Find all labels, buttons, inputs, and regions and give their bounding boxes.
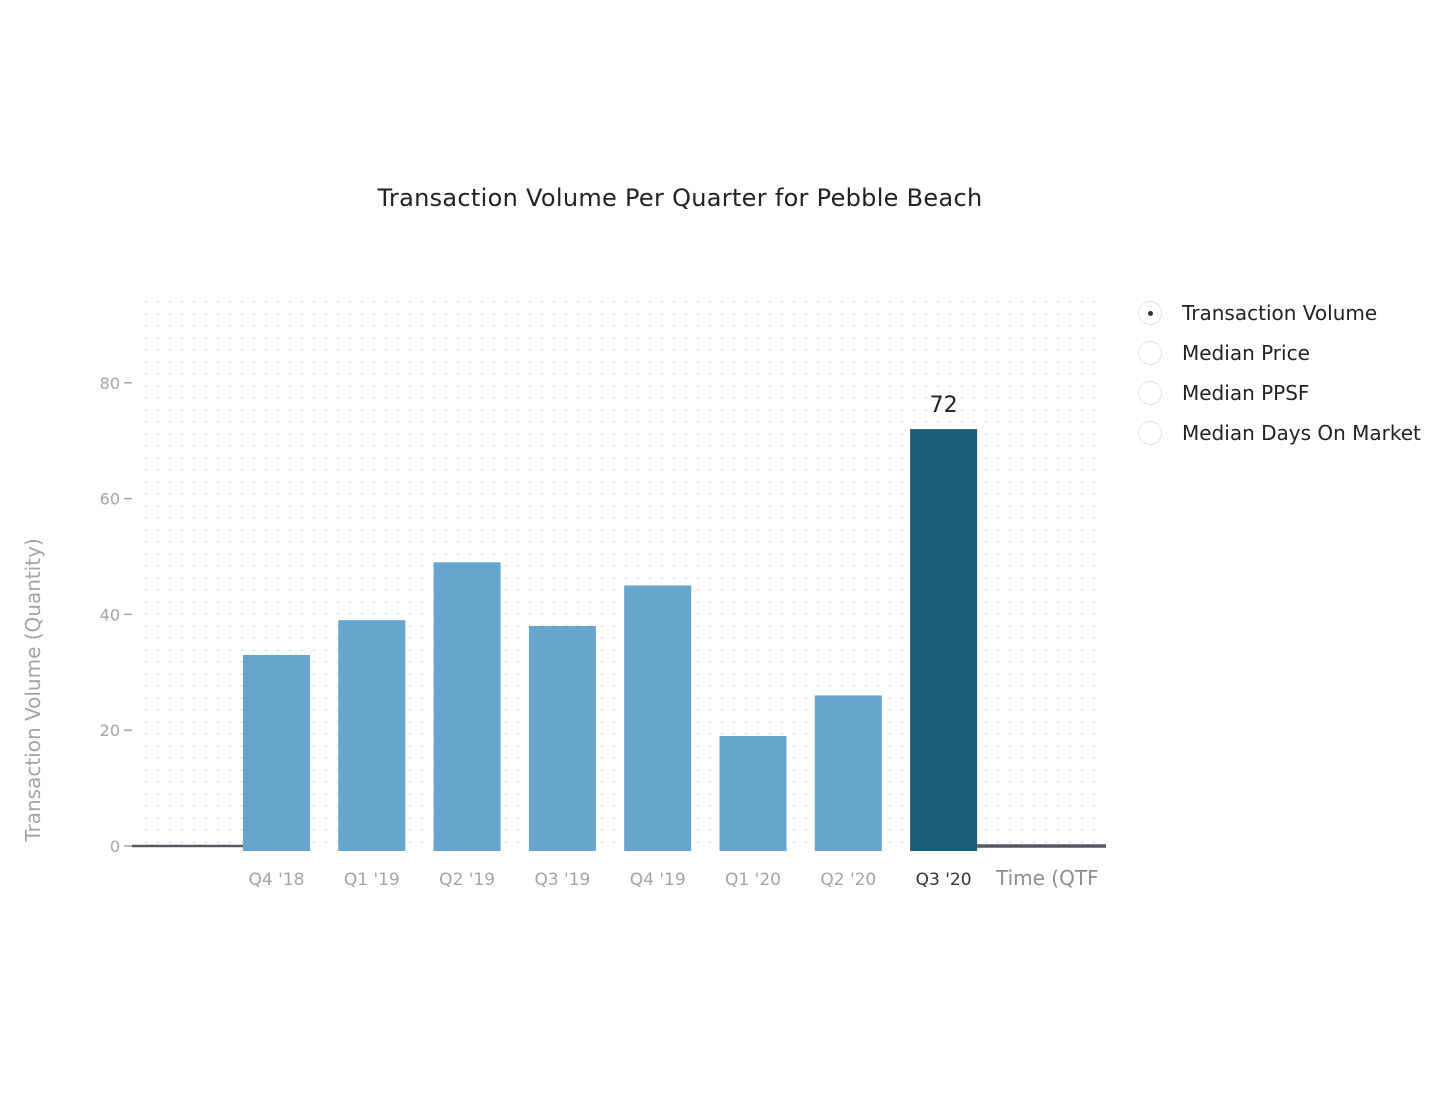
y-axis: 0 20 40 60 80 <box>100 374 132 856</box>
bar-q1-19[interactable] <box>338 620 406 851</box>
x-axis-label: Time (QTF <box>995 866 1099 890</box>
radio-button[interactable] <box>1138 301 1162 325</box>
x-tick-label: Q2 '20 <box>820 870 876 890</box>
radio-button[interactable] <box>1138 381 1162 405</box>
x-tick-label: Q1 '20 <box>725 870 781 890</box>
y-tick-label: 0 <box>110 837 120 856</box>
y-axis-label: Transaction Volume (Quantity) <box>21 538 45 843</box>
chart-title: Transaction Volume Per Quarter for Pebbl… <box>377 184 983 212</box>
bars: 72 <box>243 393 978 851</box>
legend-label: Transaction Volume <box>1182 301 1378 325</box>
x-tick-label: Q2 '19 <box>439 870 495 890</box>
bar-q2-19[interactable] <box>433 562 501 851</box>
y-tick-label: 40 <box>100 605 120 624</box>
legend-item-median-ppsf[interactable]: Median PPSF <box>1138 373 1421 413</box>
bar-q3-19[interactable] <box>528 625 596 851</box>
legend-label: Median Days On Market <box>1182 421 1421 445</box>
x-tick-label: Q3 '20 <box>916 870 972 890</box>
legend-label: Median PPSF <box>1182 381 1310 405</box>
legend-item-transaction-volume[interactable]: Transaction Volume <box>1138 293 1421 333</box>
y-tick-label: 80 <box>100 374 120 393</box>
bar-q4-18[interactable] <box>243 654 310 851</box>
x-axis: Q4 '18 Q1 '19 Q2 '19 Q3 '19 Q4 '19 Q1 '20 Q2 '… <box>132 844 1106 890</box>
y-tick-label: 60 <box>100 490 120 509</box>
x-tick-label: Q1 '19 <box>344 870 400 890</box>
x-tick-label: Q3 '19 <box>534 870 590 890</box>
x-tick-label: Q4 '19 <box>630 870 686 890</box>
legend-item-median-days-on-market[interactable]: Median Days On Market <box>1138 413 1421 453</box>
legend: Transaction Volume Median Price Median P… <box>1138 293 1421 453</box>
bar-q2-20[interactable] <box>814 695 882 851</box>
bar-value-label: 72 <box>930 393 958 418</box>
legend-label: Median Price <box>1182 341 1310 365</box>
radio-selected-dot <box>1147 310 1153 316</box>
legend-item-median-price[interactable]: Median Price <box>1138 333 1421 373</box>
x-tick-label: Q4 '18 <box>249 870 305 890</box>
bar-q1-20[interactable] <box>719 735 787 851</box>
y-tick-label: 20 <box>100 721 120 740</box>
radio-button[interactable] <box>1138 421 1162 445</box>
radio-button[interactable] <box>1138 341 1162 365</box>
bar-q3-20[interactable] <box>910 429 978 851</box>
bar-q4-19[interactable] <box>624 585 692 851</box>
